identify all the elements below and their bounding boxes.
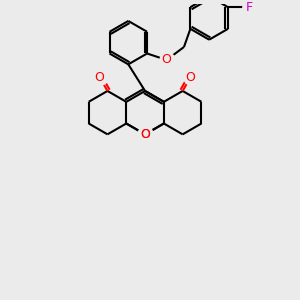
Text: O: O	[140, 128, 150, 141]
Text: O: O	[162, 53, 172, 67]
Text: O: O	[186, 71, 196, 84]
Text: O: O	[140, 128, 150, 141]
Text: F: F	[246, 1, 253, 13]
Text: O: O	[95, 71, 104, 84]
